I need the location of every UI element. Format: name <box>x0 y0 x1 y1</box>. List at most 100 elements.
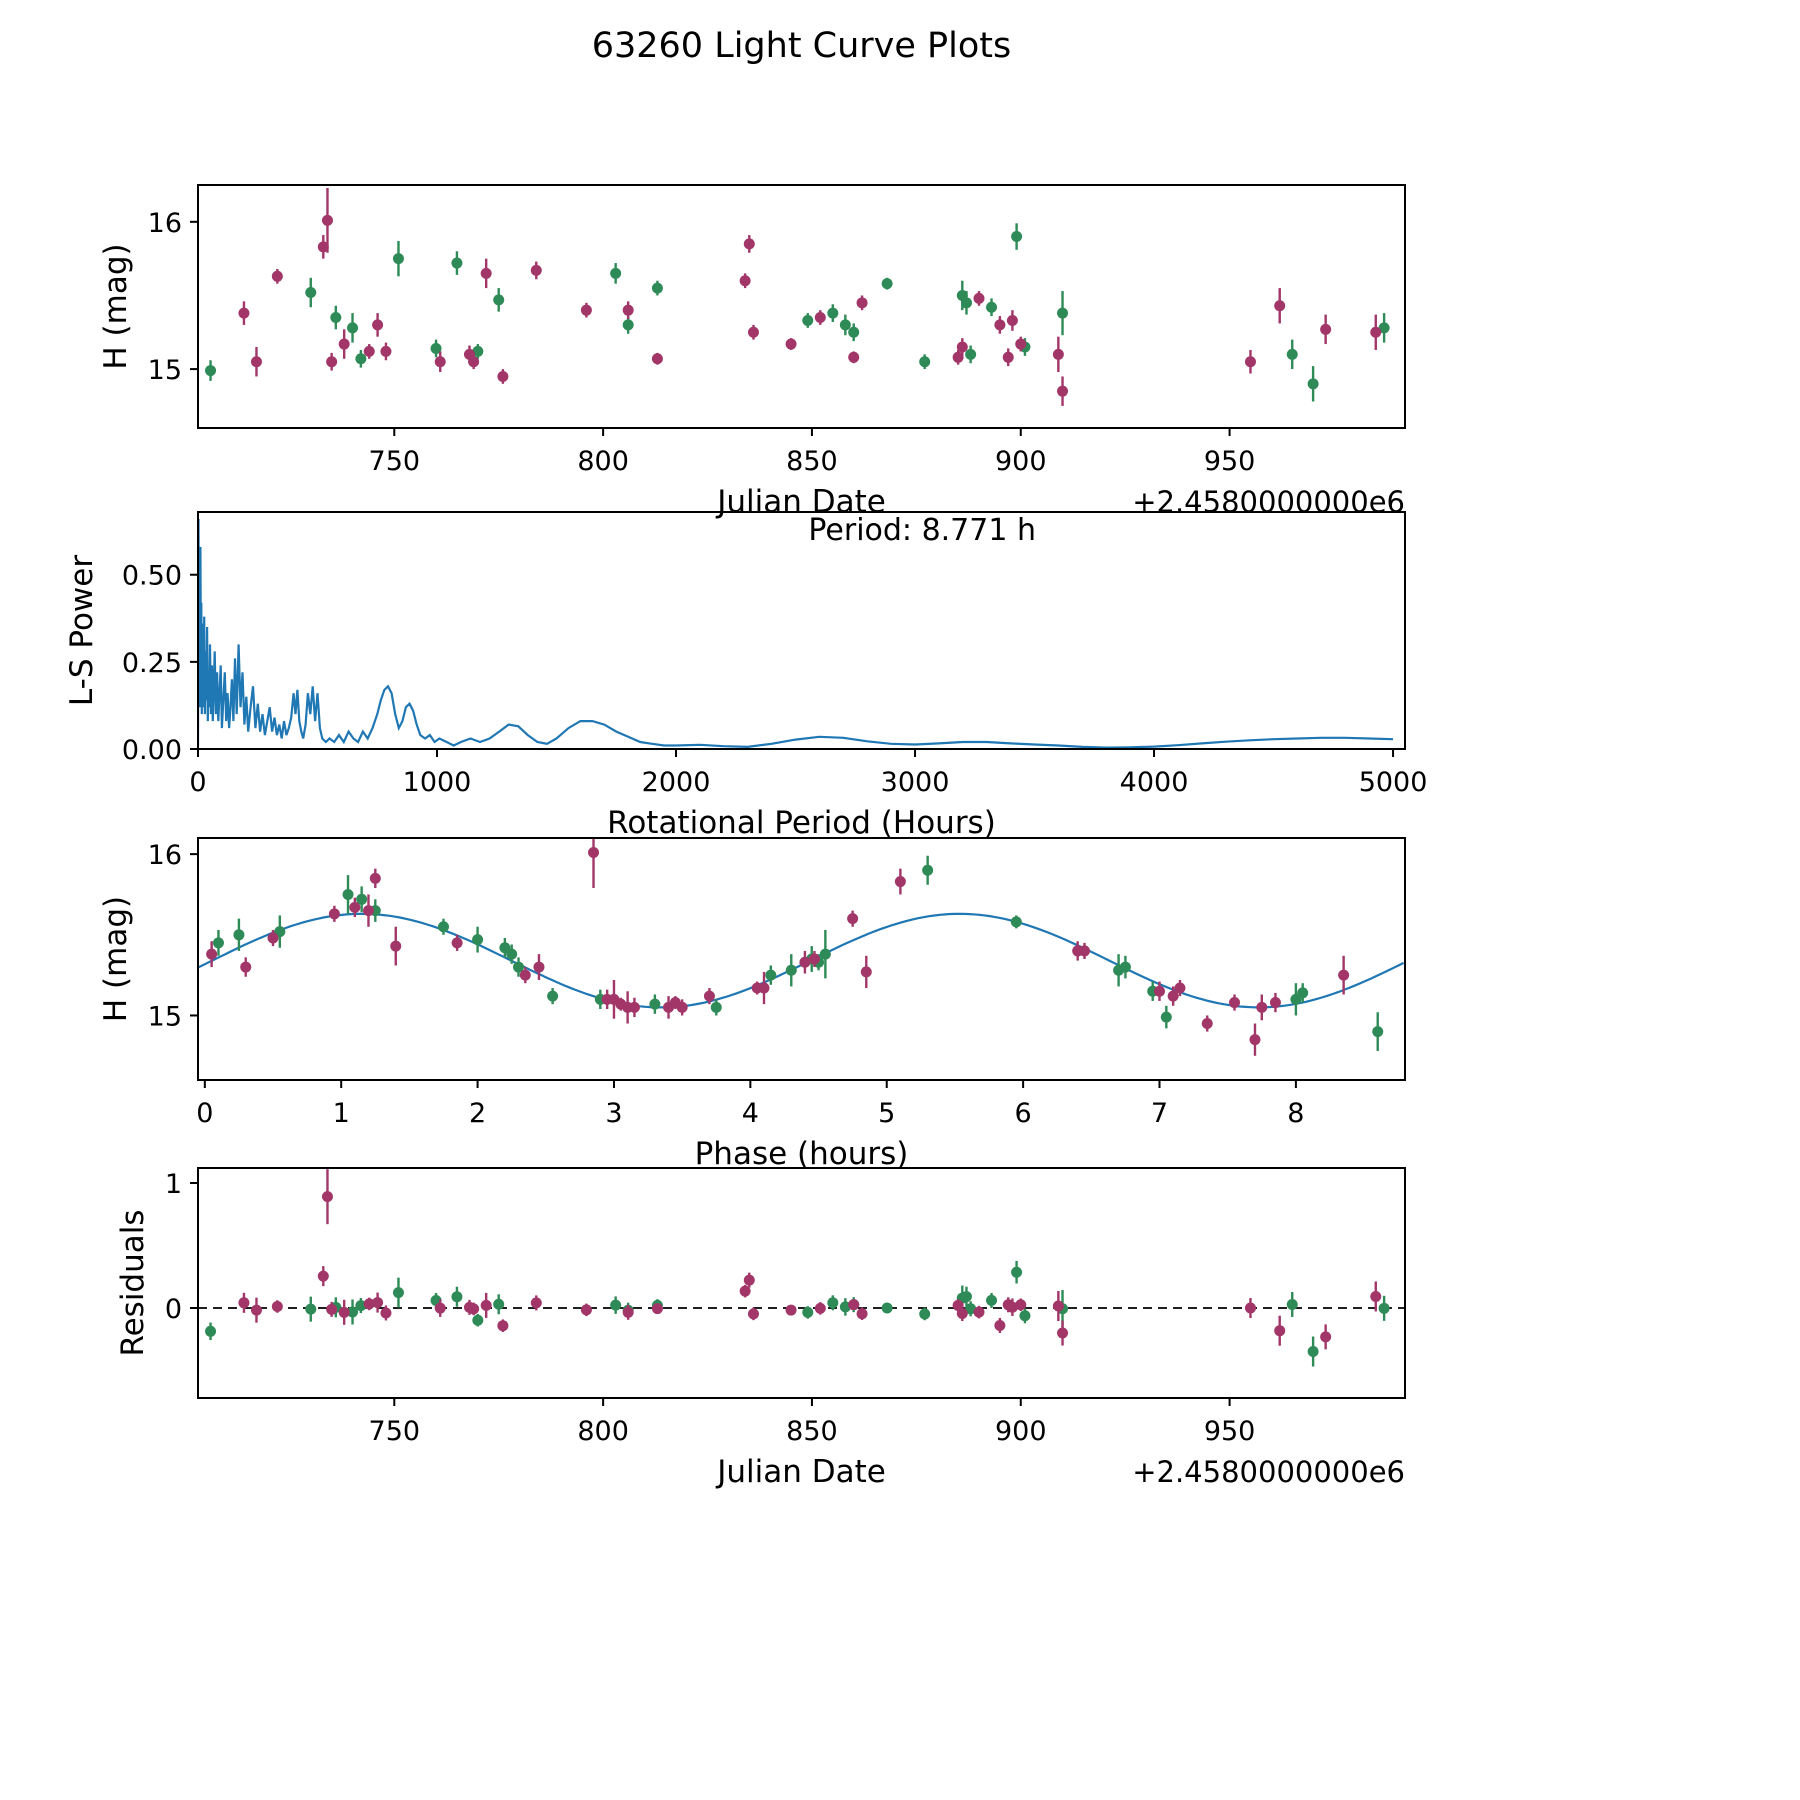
data-point <box>747 1308 759 1320</box>
x-tick-label: 2 <box>469 1098 486 1129</box>
data-point <box>1015 1299 1027 1311</box>
data-point <box>1119 961 1131 973</box>
x-tick-label: 800 <box>577 446 629 477</box>
data-point <box>1010 916 1022 928</box>
panel-residuals: 750 800 850 900 950 0 1 Julian Date Residuals +2.… <box>115 1167 1406 1490</box>
data-point <box>819 948 831 960</box>
data-point <box>622 304 634 316</box>
data-point <box>238 1297 250 1309</box>
y-axis-label: H (mag) <box>98 896 134 1022</box>
data-point <box>1290 993 1302 1005</box>
data-point <box>1372 1026 1384 1038</box>
data-point <box>649 998 661 1010</box>
data-point <box>451 257 463 269</box>
data-point <box>499 942 511 954</box>
data-point <box>1015 338 1027 350</box>
data-point <box>355 1300 367 1312</box>
x-tick-label: 2000 <box>642 767 711 798</box>
y-tick-label: 0.25 <box>122 648 182 679</box>
data-point <box>519 969 531 981</box>
x-tick-label: 800 <box>577 1416 629 1447</box>
data-point <box>392 253 404 265</box>
panel-phase: 0 1 2 3 4 5 6 7 8 15 16 Phase (hours) H (mag) <box>98 837 1406 1172</box>
y-axis-label: L-S Power <box>64 555 100 706</box>
data-point <box>960 1291 972 1303</box>
data-point <box>497 370 509 382</box>
data-point <box>392 1287 404 1299</box>
x-axis-offset: +2.4580000000e6 <box>1132 485 1405 519</box>
x-tick-label: 6 <box>1015 1098 1032 1129</box>
data-point <box>480 267 492 279</box>
data-point <box>240 961 252 973</box>
data-point <box>274 926 286 938</box>
data-point <box>739 1285 751 1297</box>
data-point <box>1002 351 1014 363</box>
data-point <box>799 956 811 968</box>
data-point <box>372 1297 384 1309</box>
data-point <box>610 267 622 279</box>
data-point <box>956 1308 968 1320</box>
data-point <box>1320 1331 1332 1343</box>
data-point <box>349 901 361 913</box>
data-point <box>434 1302 446 1314</box>
data-point <box>802 1306 814 1318</box>
data-point <box>1057 1327 1069 1339</box>
x-tick-label: 750 <box>369 446 421 477</box>
data-point <box>347 322 359 334</box>
data-point <box>356 893 368 905</box>
y-tick-label: 15 <box>148 355 182 386</box>
data-point <box>751 982 763 994</box>
periodogram-line <box>198 518 1394 749</box>
data-point <box>956 341 968 353</box>
data-point <box>960 297 972 309</box>
data-point <box>1269 997 1281 1009</box>
data-point <box>814 1302 826 1314</box>
data-point <box>965 1303 977 1315</box>
data-point <box>986 1294 998 1306</box>
data-point <box>1378 322 1390 334</box>
y-tick-label: 0.50 <box>122 561 182 592</box>
data-point <box>952 351 964 363</box>
data-point <box>651 282 663 294</box>
data-point <box>1229 997 1241 1009</box>
axes-frame <box>197 1167 1406 1399</box>
data-point <box>1244 356 1256 368</box>
data-point <box>1249 1034 1261 1046</box>
data-point <box>437 921 449 933</box>
x-tick-label: 4 <box>742 1098 759 1129</box>
data-point <box>380 345 392 357</box>
x-tick-label: 1 <box>333 1098 350 1129</box>
data-point <box>986 301 998 313</box>
data-point <box>973 1306 985 1318</box>
data-point <box>1006 314 1018 326</box>
data-point <box>1320 323 1332 335</box>
data-point <box>206 948 218 960</box>
x-tick-label: 3 <box>605 1098 622 1129</box>
data-point <box>839 1301 851 1313</box>
data-point <box>802 314 814 326</box>
data-point <box>533 961 545 973</box>
data-point <box>747 326 759 338</box>
data-point <box>472 934 484 946</box>
x-tick-label: 7 <box>1151 1098 1168 1129</box>
lightcurve-plot-area <box>205 187 1390 406</box>
data-point <box>1244 1302 1256 1314</box>
panel-lightcurve: 750 800 850 900 950 15 16 Julian Date H (mag) +2.… <box>98 184 1406 520</box>
data-point <box>513 961 525 973</box>
data-point <box>363 1298 375 1310</box>
data-point <box>669 997 681 1009</box>
data-point <box>1274 300 1286 312</box>
data-point <box>1011 1266 1023 1278</box>
data-point <box>468 356 480 368</box>
x-axis-label: Rotational Period (Hours) <box>607 805 996 841</box>
data-point <box>317 241 329 253</box>
data-point <box>765 969 777 981</box>
data-point <box>338 1306 350 1318</box>
y-axis-label: H (mag) <box>98 243 134 369</box>
data-point <box>1052 348 1064 360</box>
data-point <box>205 1325 217 1337</box>
data-point <box>848 326 860 338</box>
page-title: 63260 Light Curve Plots <box>591 26 1012 66</box>
data-point <box>317 1270 329 1282</box>
data-point <box>342 888 354 900</box>
